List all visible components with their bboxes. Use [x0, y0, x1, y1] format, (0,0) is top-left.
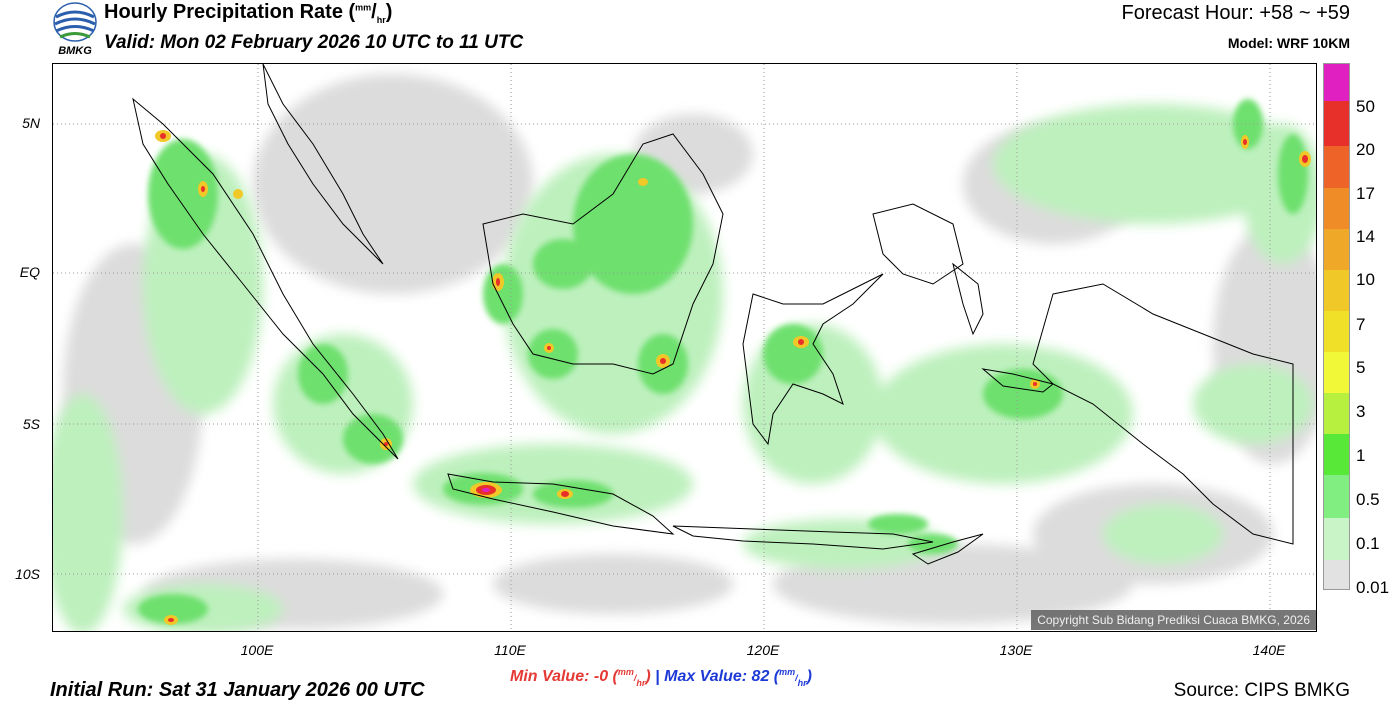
colorbar-label-3: 3 [1356, 402, 1366, 421]
colorbar [1323, 63, 1350, 590]
lat-label-5s: 5S [22, 416, 40, 432]
colorbar-box-5 [1324, 311, 1349, 352]
title-main: Hourly Precipitation Rate ( [104, 1, 356, 23]
colorbar-box-01 [1324, 475, 1349, 518]
lon-label-130e: 130E [999, 642, 1033, 658]
copyright-notice: Copyright Sub Bidang Prediksi Cuaca BMKG… [1031, 610, 1316, 630]
java-outline [447, 473, 675, 535]
logo-text: BMKG [58, 45, 92, 57]
lesser-sunda-outline [672, 525, 934, 550]
colorbar-label-01: 0.1 [1356, 534, 1380, 553]
min-value: Min Value: -0 (mm/hr) [510, 667, 651, 688]
colorbar-label-20: 20 [1356, 140, 1375, 159]
peninsula-outline [262, 64, 384, 265]
initial-run: Initial Run: Sat 31 January 2026 00 UTC [50, 679, 425, 701]
valid-time: Valid: Mon 02 February 2026 10 UTC to 11… [104, 32, 524, 53]
title-close: ) [385, 1, 393, 23]
coastlines [132, 64, 1294, 565]
max-unit-close: ) [806, 668, 812, 686]
max-value: Max Value: 82 (mm/hr) [664, 667, 812, 688]
colorbar-box-10 [1324, 229, 1349, 270]
sumatra-outline [132, 97, 399, 460]
colorbar-box-05 [1324, 434, 1349, 475]
colorbar-label-17: 17 [1356, 184, 1375, 203]
graticule [53, 64, 1316, 631]
colorbar-label-7: 7 [1356, 315, 1366, 334]
bmkg-logo-icon [53, 2, 97, 42]
borneo-outline [482, 133, 724, 375]
forecast-hour: Forecast Hour: +58 ~ +59 [1121, 2, 1350, 24]
colorbar-label-5: 5 [1356, 358, 1366, 377]
colorbar-box-17 [1324, 146, 1349, 188]
map-canvas[interactable] [53, 64, 1317, 632]
mindanao-outline [872, 203, 964, 285]
colorbar-box-14 [1324, 188, 1349, 229]
min-max-separator: | [655, 668, 660, 686]
data-source: Source: CIPS BMKG [1173, 680, 1350, 701]
colorbar-box-7 [1324, 270, 1349, 311]
colorbar-label-05: 0.5 [1356, 490, 1380, 509]
lon-label-100e: 100E [240, 642, 274, 658]
heavy-rain-cores [155, 130, 1311, 625]
timor-outline [911, 533, 984, 565]
title-unit-sep: / [371, 1, 377, 23]
colorbar-box-001 [1324, 518, 1349, 560]
lon-label-110e: 110E [494, 642, 526, 658]
colorbar-box-20 [1324, 101, 1349, 146]
colorbar-label-50: 50 [1356, 97, 1375, 116]
seram-outline [981, 368, 1055, 393]
colorbar-label-14: 14 [1356, 227, 1375, 246]
colorbar-box-3 [1324, 352, 1349, 393]
colorbar-label-1: 1 [1356, 446, 1366, 465]
lat-label-eq: EQ [19, 264, 40, 280]
new-guinea-outline [1032, 283, 1294, 545]
colorbar-box-trace [1324, 560, 1349, 589]
lat-label-5n: 5N [22, 115, 40, 131]
title-unit-num: mm [355, 2, 372, 13]
model-name: Model: WRF 10KM [1227, 35, 1350, 51]
lat-label-10s: 10S [15, 566, 40, 582]
colorbar-box-1 [1324, 393, 1349, 434]
min-unit-close: ) [645, 668, 651, 686]
min-unit-num: mm [617, 667, 634, 677]
lon-label-120e: 120E [746, 642, 780, 658]
lon-label-140e: 140E [1252, 642, 1286, 658]
title-unit-den: hr [376, 15, 386, 25]
page-title: Hourly Precipitation Rate (mm/hr) [104, 1, 392, 25]
precipitation-map[interactable] [52, 63, 1317, 632]
colorbar-label-001: 0.01 [1356, 578, 1390, 597]
colorbar-label-10: 10 [1356, 270, 1375, 289]
colorbar-box-50plus [1324, 64, 1349, 101]
bmkg-logo: BMKG [52, 2, 98, 60]
min-unit-den: hr [636, 677, 646, 688]
min-value-text: Min Value: -0 ( [510, 668, 618, 686]
max-unit-num: mm [779, 667, 796, 677]
moderate-rain-areas [138, 99, 1308, 624]
sulawesi-outline [742, 273, 884, 446]
min-max-values: Min Value: -0 (mm/hr) | Max Value: 82 (m… [510, 663, 812, 689]
max-unit-den: hr [797, 677, 807, 688]
halmahera-outline [952, 262, 984, 336]
max-value-text: Max Value: 82 ( [664, 668, 780, 686]
